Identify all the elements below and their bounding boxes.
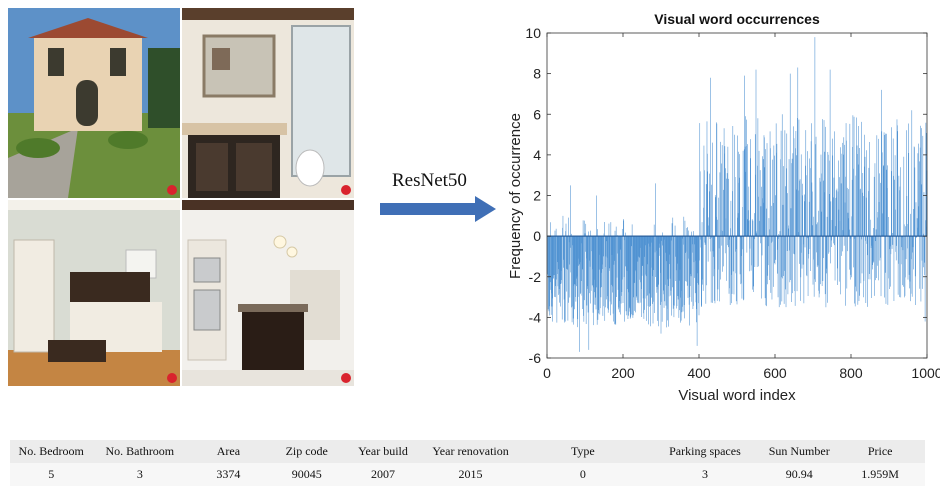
watermark-logo-icon: [341, 373, 351, 383]
x-tick-label: 200: [611, 365, 635, 381]
watermark-logo-icon: [167, 185, 177, 195]
table-cell: 3: [136, 467, 143, 481]
table-header-cell: Type: [570, 444, 595, 458]
y-tick-label: 0: [533, 228, 541, 244]
table-cell: 3: [701, 467, 708, 481]
photo-bedroom: [8, 200, 180, 386]
table-header-cell: Year build: [358, 444, 408, 458]
watermark-logo-icon: [167, 373, 177, 383]
y-tick-label: 6: [533, 106, 541, 122]
x-axis-label: Visual word index: [678, 387, 796, 404]
y-tick-label: 10: [525, 25, 541, 41]
y-axis-label: Frequency of occurrence: [507, 113, 524, 279]
table-body: 5 3 3374 90045 2007 2015 0 3 90.94 1.959M: [10, 463, 925, 486]
table-row: 5 3 3374 90045 2007 2015 0 3 90.94 1.959M: [10, 463, 925, 486]
house-photo-collage: [8, 8, 354, 386]
table-header-cell: Sun Number: [768, 444, 830, 458]
table-header-cell: Zip code: [285, 444, 328, 458]
y-tick-label: 2: [533, 188, 541, 204]
x-tick-label: 1000: [911, 365, 940, 381]
y-tick-label: -2: [529, 269, 542, 285]
y-tick-label: 8: [533, 66, 541, 82]
chart-title: Visual word occurrences: [654, 11, 820, 27]
x-tick-label: 600: [763, 365, 787, 381]
arrow-right-icon: [380, 196, 496, 222]
y-tick-label: -4: [529, 309, 542, 325]
table-cell: 5: [48, 467, 55, 481]
table-cell: 3374: [216, 467, 241, 481]
table-header-cell: No. Bedroom: [18, 444, 84, 458]
y-tick-label: -6: [529, 350, 542, 366]
table-header-cell: No. Bathroom: [105, 444, 175, 458]
table-header-cell: Price: [867, 444, 893, 458]
table-cell: 1.959M: [861, 467, 899, 481]
table-header-cell: Area: [216, 444, 241, 458]
chart-bars: [547, 37, 928, 352]
table-cell: 0: [579, 467, 586, 481]
resnet50-arrow: ResNet50: [380, 170, 498, 240]
plot-frame: [546, 32, 928, 359]
table-header-cell: Parking spaces: [669, 444, 741, 458]
x-tick-label: 0: [543, 365, 551, 381]
table-cell: 90045: [291, 467, 322, 481]
y-tick-label: 4: [533, 147, 541, 163]
visual-word-chart: Visual word occurrences 0 200 400 600 800 100…: [507, 11, 940, 404]
house-attributes-table: No. Bedroom No. Bathroom Area Zip code Year …: [10, 440, 925, 486]
arrow-label: ResNet50: [392, 170, 467, 191]
chart-axes: 0 200 400 600 800 1000 -6 -4 -2 0 2 4 6 8 10: [525, 25, 940, 381]
table-cell: 2015: [458, 467, 483, 481]
table-cell: 90.94: [785, 467, 813, 481]
table-cell: 2007: [370, 467, 395, 481]
photo-house-exterior: [8, 8, 180, 198]
photo-bathroom: [182, 8, 354, 198]
table-header-row: No. Bedroom No. Bathroom Area Zip code Year …: [10, 440, 925, 463]
x-tick-label: 800: [839, 365, 863, 381]
watermark-logo-icon: [341, 185, 351, 195]
table-header-cell: Year renovation: [432, 444, 509, 458]
photo-kitchen: [182, 200, 354, 386]
x-tick-label: 400: [687, 365, 711, 381]
